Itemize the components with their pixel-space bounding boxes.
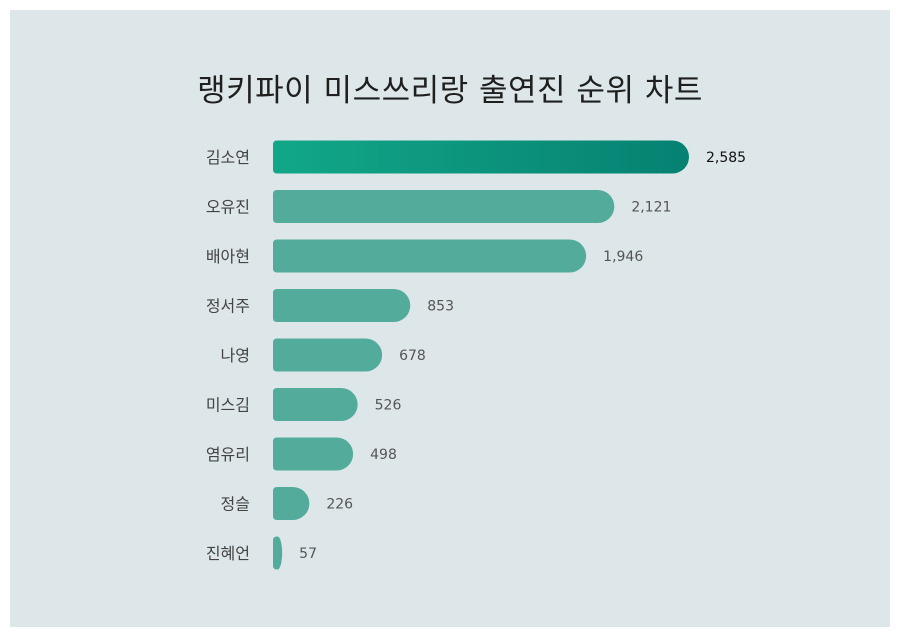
value-label: 2,585 [706, 150, 746, 166]
bar [273, 289, 411, 322]
value-label: 678 [399, 348, 426, 364]
chart-panel: 랭키파이 미스쓰리랑 출연진 순위 차트 [10, 10, 890, 627]
value-label: 2,121 [631, 200, 671, 216]
value-label: 57 [299, 546, 317, 562]
category-label: 염유리 [206, 445, 250, 464]
value-label: 1,946 [603, 249, 643, 265]
category-label: 오유진 [206, 198, 250, 217]
category-label: 나영 [221, 346, 250, 365]
value-label: 526 [375, 398, 402, 414]
category-label: 진혜언 [206, 544, 250, 563]
bar [273, 338, 383, 372]
chart-title: 랭키파이 미스쓰리랑 출연진 순위 차트 [197, 73, 703, 109]
value-label: 498 [370, 447, 397, 463]
bar [273, 140, 689, 174]
bar [273, 190, 615, 223]
category-label: 미스김 [206, 396, 250, 415]
category-label: 정서주 [206, 297, 250, 316]
bar [273, 437, 354, 471]
bar [273, 388, 358, 421]
value-label: 226 [326, 497, 353, 513]
category-label: 배아현 [206, 247, 250, 266]
value-label: 853 [427, 299, 454, 315]
category-label: 김소연 [206, 148, 250, 167]
bar [273, 536, 283, 570]
bar [273, 239, 587, 273]
category-label: 정슬 [221, 495, 250, 514]
bar [273, 487, 310, 520]
